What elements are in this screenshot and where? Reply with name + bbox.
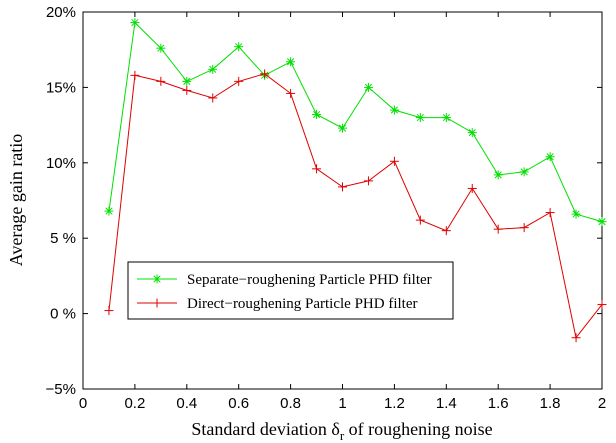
- data-point: [286, 88, 296, 98]
- data-point: [545, 208, 555, 218]
- x-tick-label: 0.4: [176, 395, 197, 412]
- x-tick-label: 0.6: [228, 395, 249, 412]
- x-tick-label: 1.8: [540, 395, 561, 412]
- data-point: [104, 206, 114, 216]
- y-tick-label: 0 %: [50, 306, 76, 323]
- series-1: [104, 69, 607, 343]
- data-point: [182, 76, 192, 86]
- data-point: [363, 82, 373, 92]
- data-point: [130, 70, 140, 80]
- x-axis-title: Standard deviation δr of roughening nois…: [191, 419, 492, 443]
- data-point: [571, 333, 581, 343]
- data-point: [234, 42, 244, 52]
- y-tick-label: 20%: [46, 4, 76, 21]
- data-point: [156, 76, 166, 86]
- legend-label-separate: Separate−roughening Particle PHD filter: [187, 272, 432, 288]
- x-tick-label: 0.8: [280, 395, 301, 412]
- y-axis-title: Average gain ratio: [6, 134, 26, 267]
- data-point: [208, 93, 218, 103]
- y-tick-label: 15%: [46, 79, 76, 96]
- legend-marker-direct: [152, 298, 162, 308]
- x-tick-label: 1: [338, 395, 346, 412]
- data-point: [441, 113, 451, 123]
- data-point: [130, 18, 140, 28]
- data-point: [338, 182, 347, 192]
- data-point: [415, 215, 425, 225]
- data-point: [208, 64, 218, 74]
- data-point: [338, 123, 347, 133]
- y-axis: −5% 0 % 5 % 10% 15% 20%: [46, 4, 602, 398]
- x-tick-label: 1.2: [384, 395, 405, 412]
- x-tick-label: 1.6: [488, 395, 509, 412]
- data-point: [571, 209, 581, 219]
- data-point: [441, 226, 451, 236]
- x-tick-label: 1.4: [436, 395, 457, 412]
- plot-area: [82, 11, 603, 390]
- data-point: [597, 300, 607, 310]
- x-tick-label: 0.2: [124, 395, 145, 412]
- legend: Separate−roughening Particle PHD filter …: [127, 261, 454, 320]
- legend-marker: [152, 298, 162, 308]
- data-point: [519, 223, 529, 233]
- y-tick-label: −5%: [46, 381, 76, 398]
- x-tick-label: 2: [598, 395, 606, 412]
- x-tick-label: 0: [79, 395, 87, 412]
- x-axis: 0 0.2 0.4 0.6 0.8 1 1.2 1.4 1.6 1.8 2: [79, 12, 606, 412]
- data-point: [389, 105, 399, 115]
- data-point: [493, 224, 503, 234]
- data-point: [415, 113, 425, 123]
- data-point: [286, 57, 296, 67]
- data-point: [519, 167, 529, 177]
- series-0: [104, 18, 607, 227]
- data-point: [467, 128, 477, 138]
- data-point: [156, 43, 166, 53]
- legend-box: [127, 261, 454, 320]
- data-point: [493, 170, 503, 180]
- data-point: [234, 76, 244, 86]
- legend-marker-separate: [152, 274, 162, 284]
- data-point: [363, 176, 373, 186]
- legend-marker: [152, 274, 162, 284]
- data-point: [597, 217, 607, 227]
- data-point: [260, 69, 270, 79]
- y-tick-label: 5 %: [50, 230, 76, 247]
- data-point: [104, 306, 114, 316]
- data-point: [467, 183, 477, 193]
- data-point: [389, 156, 399, 166]
- data-point: [312, 164, 322, 174]
- data-point: [545, 152, 555, 162]
- data-point: [312, 110, 322, 120]
- legend-label-direct: Direct−roughening Particle PHD filter: [187, 296, 417, 312]
- y-tick-label: 10%: [46, 155, 76, 172]
- series-layer: [104, 18, 607, 343]
- data-point: [182, 85, 192, 95]
